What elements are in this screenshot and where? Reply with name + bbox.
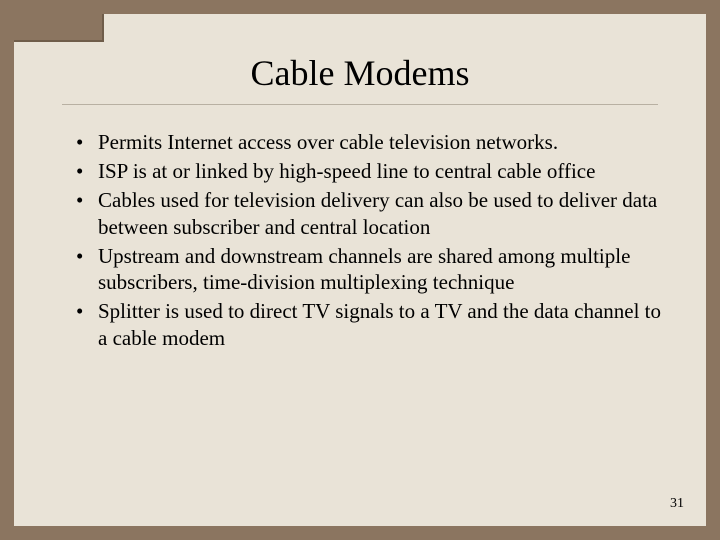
title-underline [62,104,658,105]
bullet-item: Upstream and downstream channels are sha… [76,243,662,297]
bullet-item: Cables used for television delivery can … [76,187,662,241]
slide-title: Cable Modems [58,52,662,94]
bullet-item: ISP is at or linked by high-speed line t… [76,158,662,185]
bullet-item: Splitter is used to direct TV signals to… [76,298,662,352]
slide: Cable Modems Permits Internet access ove… [14,14,706,526]
corner-decoration [14,14,104,42]
bullet-item: Permits Internet access over cable telev… [76,129,662,156]
bullet-list: Permits Internet access over cable telev… [58,129,662,352]
slide-frame: Cable Modems Permits Internet access ove… [0,0,720,540]
page-number: 31 [670,496,684,512]
